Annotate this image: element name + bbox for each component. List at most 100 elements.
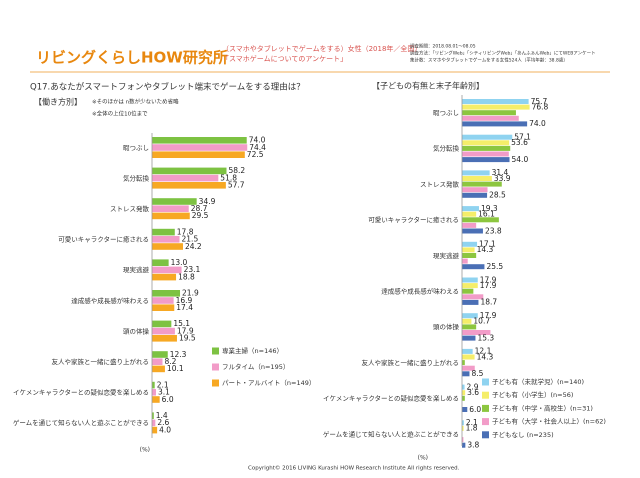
value-label: 16.9 [176,296,193,305]
bar [462,140,510,146]
value-label: 1.4 [156,411,168,420]
value-label: 75.7 [531,97,548,106]
value-label: 17.1 [479,240,496,249]
bar [152,151,245,158]
bar [462,313,478,319]
legend-swatch [482,391,489,399]
value-label: 17.9 [177,326,194,335]
category-label: イケメンキャラクターとの疑似恋愛を楽しめる [323,394,459,403]
value-label: 23.1 [184,265,201,274]
bar [152,266,182,274]
bar [152,304,175,311]
legend-label: 子ども有（未就学児）(n=140) [492,377,584,386]
bar [462,330,491,335]
x-axis-label: (%) [140,447,150,454]
legend-label: 専業主婦（n=146） [222,346,283,355]
value-label: 1.8 [466,424,478,433]
chart-title: 【働き方別】 [34,97,82,107]
bar [462,253,477,258]
value-label: 4.0 [159,425,171,434]
logo: リビングくらしHOW研究所 [36,49,228,67]
bar [462,222,477,228]
bar [152,182,226,189]
bar [462,384,465,390]
legend-swatch [482,418,489,426]
bar [462,170,490,176]
legend-swatch [482,378,489,386]
bar [462,115,519,121]
legend-label: 子ども有（小学生）(n=56) [492,390,573,399]
legend-label: 子ども有（大学・社会人以上）(n=62) [492,417,606,426]
bar [462,121,528,127]
value-label: 28.7 [191,204,208,213]
bar [152,351,168,358]
bar [462,110,516,116]
value-label: 12.3 [170,350,187,359]
bar [152,426,158,434]
bar [152,167,227,175]
value-label: 14.3 [477,245,494,254]
bar [152,389,156,396]
question: Q17.あなたがスマートフォンやタブレット端末でゲームをする理由は？ [30,82,305,93]
subtitle: （スマホやタブレットでゲームをする）女性（2018年／全国） [222,44,421,53]
value-label: 8.2 [164,357,176,366]
note: ※全体の上位10位まで [92,110,148,118]
value-label: 15.3 [477,333,494,342]
value-label: 2.6 [157,418,169,427]
value-label: 3.8 [467,441,479,450]
category-label: 可愛いキャラクターに癒される [368,215,459,224]
bar [462,371,470,377]
value-label: 3.1 [158,388,170,397]
value-label: 74.0 [249,136,266,145]
value-label: 10.1 [167,364,184,373]
value-label: 13.0 [171,258,188,267]
bar [462,360,465,366]
value-label: 34.9 [199,197,216,206]
bar [462,283,478,289]
legend-swatch [212,379,219,387]
bar [462,299,479,305]
category-label: 可愛いキャラクターに癒される [58,235,149,244]
value-label: 24.2 [185,242,202,251]
bar [462,134,513,140]
category-label: 暇つぶし [123,144,149,152]
bar [152,381,155,389]
category-label: 達成感や成長感が味わえる [71,296,149,305]
bar [152,144,248,151]
value-label: 21.5 [182,235,199,244]
bar [462,420,464,426]
category-label: ストレス発散 [420,179,460,188]
bar [462,157,510,163]
category-label: 現実逃避 [123,265,150,274]
bar [462,217,499,223]
value-label: 23.8 [485,226,502,235]
bar [462,99,529,104]
legend-label: 子どもなし (n=235) [492,431,554,439]
category-label: ゲームを通じて知らない人と遊ぶことができる [13,418,149,427]
value-label: 2.9 [467,382,479,391]
bar [152,327,175,335]
bar [462,181,502,187]
value-label: 54.0 [512,155,529,164]
legend-swatch [482,404,489,412]
value-label: 21.9 [182,289,199,298]
bar [462,258,468,264]
value-label: 19.5 [179,334,196,343]
value-label: 17.9 [480,275,497,284]
footer: Copyright© 2016 LIVING Kurashi HOW Resea… [248,465,460,472]
bar [152,396,160,403]
legend-label: 子ども有（中学・高校生）(n=31) [492,403,593,412]
value-label: 25.5 [486,262,503,271]
value-label: 8.5 [471,369,483,378]
value-label: 16.1 [478,210,495,219]
value-label: 58.2 [228,166,245,175]
legend-swatch [212,347,219,355]
bar [462,288,474,294]
bar [462,241,478,247]
bar [152,198,197,205]
legend-swatch [482,431,489,439]
value-label: 28.5 [489,191,506,200]
value-label: 17.8 [177,227,194,236]
bar [462,192,488,198]
value-label: 14.3 [477,352,494,361]
